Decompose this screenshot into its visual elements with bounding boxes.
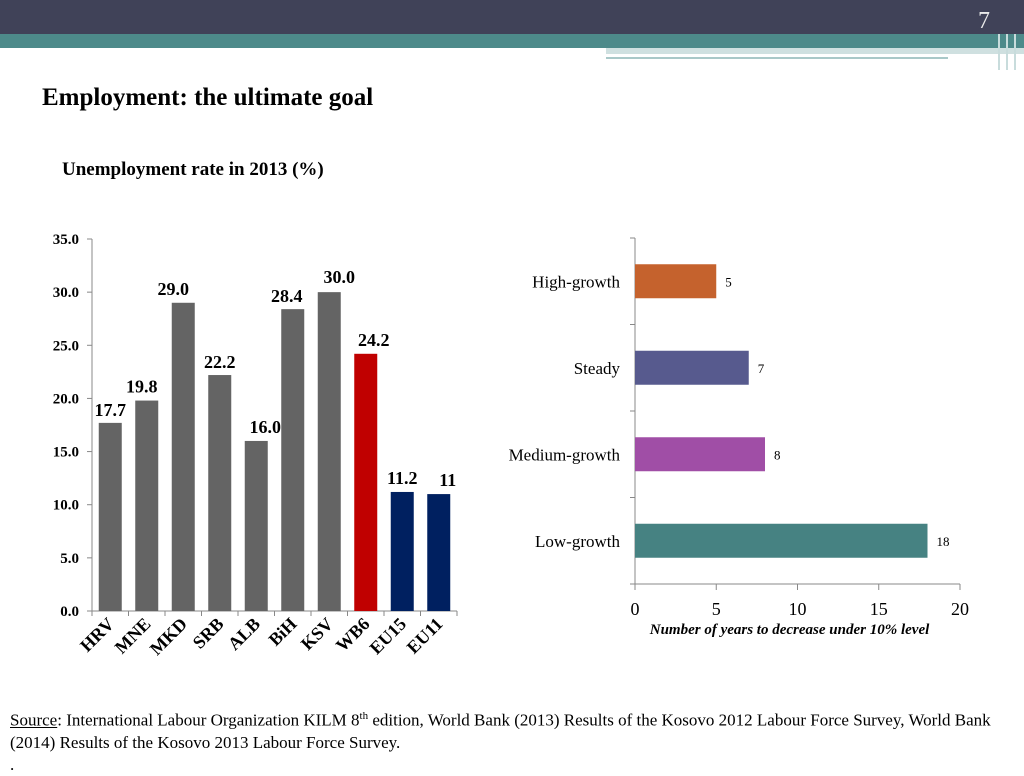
x-tick-label: MNE	[111, 614, 155, 658]
source-text: : International Labour Organization KILM…	[57, 710, 360, 730]
data-label: 24.2	[358, 330, 390, 350]
data-label: 16.0	[250, 417, 282, 437]
header-edge-line	[998, 34, 1000, 70]
years-horizontal-bar-chart: 0 5 10 15 20 High-growth 5 Steady 7 Medium-growth…	[509, 237, 969, 638]
y-tick-label: 20.0	[53, 391, 79, 407]
bar-mne	[135, 400, 159, 611]
y-tick-label: 35.0	[53, 232, 79, 248]
bar-ksv	[317, 292, 341, 611]
x-tick-label: 15	[870, 599, 888, 619]
x-axis-title: Number of years to decrease under 10% le…	[649, 622, 930, 638]
data-label: 11	[439, 470, 456, 490]
category-label: Low-growth	[535, 532, 620, 551]
x-tick-label: 20	[951, 599, 969, 619]
data-label: 30.0	[324, 267, 356, 287]
data-label: 18	[937, 534, 950, 549]
data-label: 8	[774, 447, 781, 462]
x-tick-label: BiH	[265, 614, 301, 650]
x-tick-label: SRB	[189, 614, 228, 653]
data-label: 22.2	[204, 352, 236, 372]
x-tick-label: WB6	[332, 614, 374, 656]
chart-subtitle: Unemployment rate in 2013 (%)	[62, 159, 324, 180]
bar-steady	[635, 350, 749, 385]
bar-eu11	[427, 494, 451, 611]
x-tick-label: 10	[789, 599, 807, 619]
data-label: 11.2	[387, 468, 418, 488]
header-accent-line	[606, 57, 948, 59]
bar-wb6	[354, 353, 378, 611]
data-label: 29.0	[158, 279, 190, 299]
header-edge-line	[1006, 34, 1008, 70]
data-label: 28.4	[271, 286, 303, 306]
y-tick-label: 25.0	[53, 338, 79, 354]
slide-number: 7	[978, 8, 990, 34]
header-edge-line	[1014, 34, 1016, 70]
x-tick-label: KSV	[297, 614, 337, 654]
category-label: High-growth	[532, 272, 620, 291]
y-tick-label: 0.0	[60, 604, 79, 620]
data-label: 17.7	[95, 400, 127, 420]
bar-high-growth	[635, 264, 717, 299]
bar-srb	[208, 375, 232, 611]
x-tick-label: EU11	[403, 614, 447, 658]
bar-bih	[281, 309, 305, 611]
unemployment-bar-chart: 0.0 5.0 10.0 15.0 20.0 25.0 30.0 35.0 17.7 HRV 19.…	[53, 232, 458, 659]
data-label: 7	[758, 361, 765, 376]
header-bar	[0, 0, 1024, 34]
x-tick-label: EU15	[366, 614, 411, 659]
source-text-continued: edition, World Bank (2013) Results of th…	[10, 710, 991, 752]
bar-hrv	[98, 422, 122, 611]
source-note: Source: International Labour Organizatio…	[10, 705, 1020, 776]
bar-low-growth	[635, 523, 928, 558]
category-label: Medium-growth	[509, 445, 621, 464]
header-accent-bar	[0, 34, 1024, 48]
x-tick-label: HRV	[76, 614, 118, 656]
bar-alb	[244, 440, 268, 611]
category-label: Steady	[574, 359, 621, 378]
data-label: 5	[725, 274, 732, 289]
data-label: 19.8	[126, 377, 158, 397]
x-tick-label: MKD	[146, 614, 191, 659]
y-tick-label: 5.0	[60, 551, 79, 567]
x-tick-label: 0	[631, 599, 640, 619]
y-tick-label: 30.0	[53, 285, 79, 301]
bar-medium-growth	[635, 437, 765, 472]
source-superscript: th	[359, 710, 369, 722]
y-tick-label: 15.0	[53, 445, 79, 461]
bar-mkd	[171, 302, 195, 611]
bar-eu15	[390, 491, 414, 611]
source-trailing-dot: .	[10, 754, 15, 774]
page-title: Employment: the ultimate goal	[42, 84, 374, 111]
header-accent-light	[606, 48, 1024, 54]
source-label: Source	[10, 710, 58, 730]
y-tick-label: 10.0	[53, 498, 79, 514]
x-tick-label: ALB	[224, 614, 264, 654]
x-tick-label: 5	[712, 599, 721, 619]
